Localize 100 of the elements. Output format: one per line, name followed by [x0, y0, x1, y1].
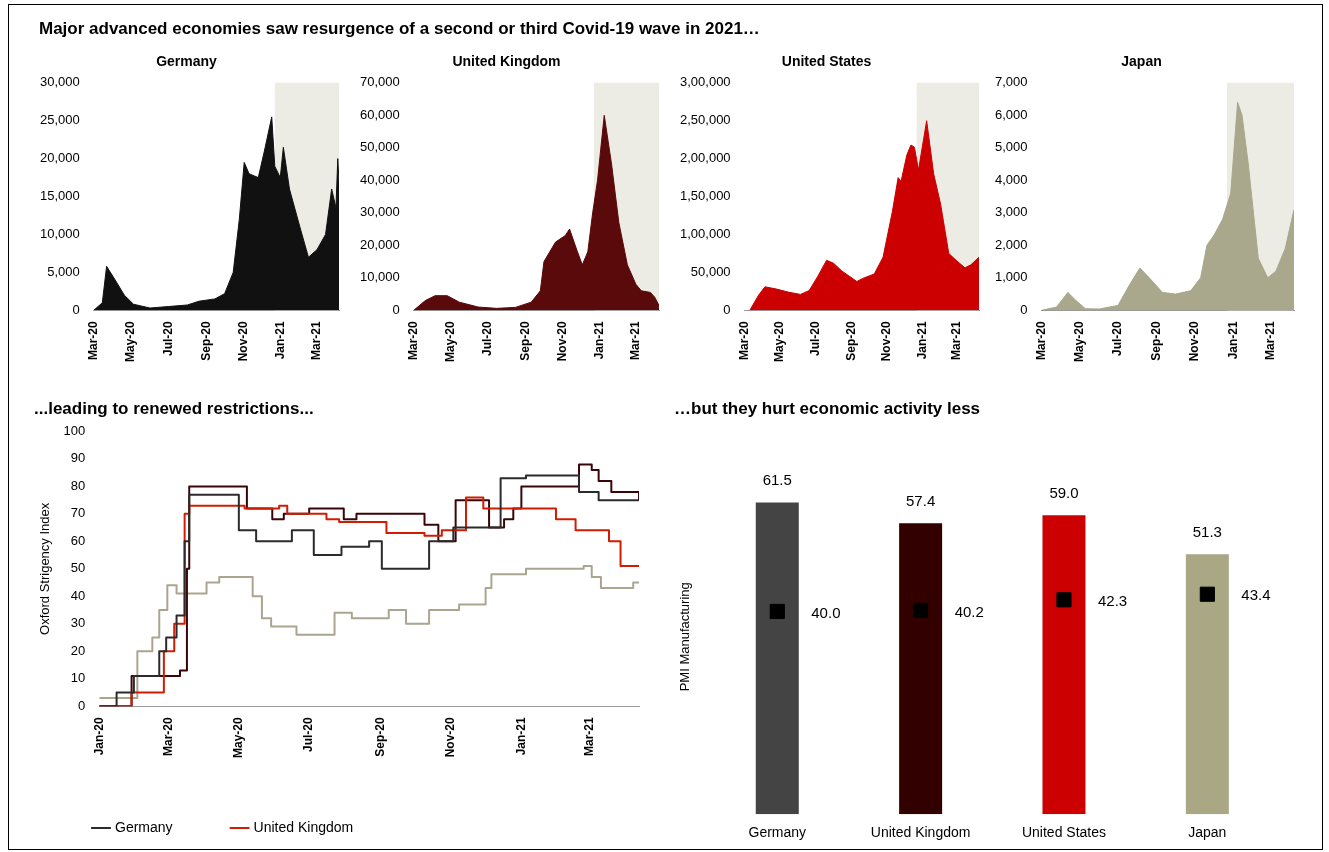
data-label: 59.0: [1049, 483, 1079, 501]
y-tick-label: 20,000: [360, 236, 400, 252]
x-tick-label: Mar-20: [1033, 320, 1048, 360]
y-tick-label: 3,000: [994, 204, 1028, 220]
y-tick-label: 2,00,000: [679, 150, 731, 166]
y-tick-label: 0: [72, 301, 80, 317]
x-tick-label: Jan-21: [513, 717, 528, 756]
chart-title: Japan: [1121, 53, 1162, 70]
x-tick-label: Mar-21: [309, 320, 324, 360]
y-tick-label: 60: [70, 532, 86, 548]
x-tick-label: Mar-20: [86, 320, 101, 360]
x-tick-label: Sep-20: [1149, 320, 1164, 361]
chart-title: Germany: [156, 53, 218, 70]
y-tick-label: 20,000: [40, 150, 80, 166]
x-tick-label: Nov-20: [1187, 320, 1202, 362]
x-tick-label: Jul-20: [807, 320, 822, 356]
bar: [899, 523, 943, 815]
y-tick-label: 2,000: [994, 236, 1028, 252]
x-tick-label: May-20: [1072, 320, 1087, 362]
x-tick-label: Mar-21: [628, 320, 643, 360]
x-tick-label: Japan: [1188, 824, 1227, 841]
y-tick-label: 7,000: [994, 74, 1028, 90]
x-tick-label: May-20: [772, 320, 787, 362]
x-tick-label: Mar-21: [1262, 320, 1277, 360]
bar: [1042, 515, 1086, 815]
y-tick-label: 100: [63, 422, 86, 438]
y-tick-label: 80: [70, 477, 86, 493]
y-tick-label: 0: [78, 697, 86, 713]
y-tick-label: 10: [70, 670, 86, 686]
x-tick-label: Jan-21: [914, 321, 929, 360]
chart-title: ...leading to renewed restrictions...: [34, 398, 314, 418]
y-tick-label: 0: [392, 301, 400, 317]
x-tick-label: Nov-20: [555, 320, 570, 362]
y-tick-label: 1,50,000: [679, 188, 731, 204]
y-tick-label: 6,000: [994, 106, 1028, 122]
y-tick-label: 40: [70, 587, 86, 603]
x-tick-label: Germany: [748, 824, 807, 841]
bar: [755, 502, 799, 815]
y-tick-label: 70,000: [360, 74, 400, 90]
y-tick-label: 30: [70, 615, 86, 631]
point: [1056, 592, 1072, 608]
y-tick-label: 15,000: [40, 188, 80, 204]
point: [1199, 586, 1215, 602]
x-tick-label: Mar-21: [949, 320, 964, 360]
y-tick-label: 70: [70, 505, 86, 521]
x-tick-label: May-20: [443, 320, 458, 362]
x-tick-label: Mar-20: [406, 320, 421, 360]
x-tick-label: Sep-20: [198, 320, 213, 361]
y-tick-label: 10,000: [360, 269, 400, 285]
y-tick-label: 30,000: [360, 204, 400, 220]
y-axis-title: PMI Manufacturing: [677, 582, 693, 692]
y-tick-label: 40,000: [360, 171, 400, 187]
data-label: 61.5: [762, 471, 792, 489]
x-tick-label: Jul-20: [1110, 320, 1125, 356]
x-tick-label: Jul-20: [160, 320, 175, 356]
y-tick-label: 20: [70, 642, 86, 658]
x-tick-label: Jan-21: [273, 321, 288, 360]
data-label: 42.3: [1097, 591, 1128, 609]
x-tick-label: Mar-21: [581, 716, 596, 756]
x-tick-label: May-20: [123, 320, 138, 362]
data-label: 40.0: [811, 603, 841, 621]
data-label: 43.4: [1241, 586, 1271, 604]
x-tick-label: Jul-20: [480, 320, 495, 356]
data-label: 57.4: [906, 491, 936, 509]
data-label: 51.3: [1192, 522, 1222, 540]
x-tick-label: United States: [1021, 824, 1107, 841]
y-tick-label: 60,000: [360, 106, 400, 122]
y-tick-label: 25,000: [40, 112, 80, 128]
y-tick-label: 1,000: [994, 269, 1028, 285]
x-tick-label: Mar-20: [160, 716, 175, 756]
y-tick-label: 0: [1020, 301, 1028, 317]
y-tick-label: 1,00,000: [679, 226, 731, 242]
y-tick-label: 3,00,000: [679, 74, 731, 90]
x-tick-label: Nov-20: [443, 716, 458, 758]
y-tick-label: 2,50,000: [679, 112, 731, 128]
x-tick-label: Nov-20: [235, 320, 250, 362]
point: [769, 603, 785, 620]
y-tick-label: 50,000: [360, 139, 400, 155]
x-tick-label: May-20: [231, 716, 246, 758]
data-label: 40.2: [954, 602, 984, 620]
y-tick-label: 30,000: [40, 74, 80, 90]
chart-title: United States: [781, 53, 872, 70]
y-tick-label: 5,000: [994, 139, 1028, 155]
x-tick-label: Jan-21: [1225, 321, 1240, 360]
y-axis-title: Oxford Strigency Index: [37, 502, 53, 635]
y-tick-label: 5,000: [47, 263, 80, 279]
text: Major advanced economies saw resurgence of a second or third Covid-19 wave in 2021…: [39, 19, 760, 39]
x-tick-label: Sep-20: [372, 716, 387, 757]
y-tick-label: 50: [70, 560, 86, 576]
y-tick-label: 4,000: [994, 171, 1028, 187]
x-tick-label: United Kingdom: [870, 824, 971, 841]
y-tick-label: 50,000: [690, 263, 731, 279]
chart-title: …but they hurt economic activity less: [674, 398, 981, 418]
x-tick-label: Sep-20: [843, 320, 858, 361]
x-tick-label: Jan-21: [592, 321, 607, 360]
x-tick-label: Jan-20: [91, 717, 106, 756]
bar: [1185, 554, 1229, 815]
y-tick-label: 10,000: [40, 226, 80, 242]
y-tick-label: 0: [723, 301, 731, 317]
y-tick-label: 90: [70, 450, 86, 466]
